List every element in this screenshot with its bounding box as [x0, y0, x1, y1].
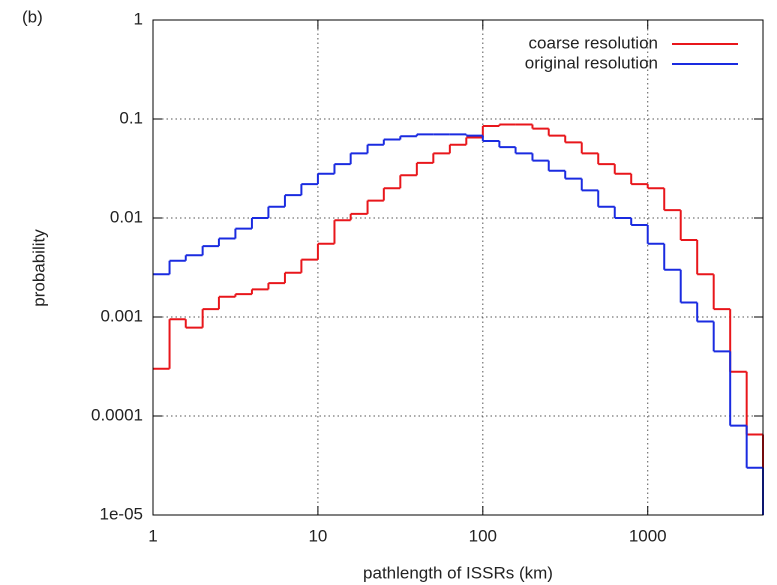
- y-tick-label: 0.0001: [91, 405, 143, 424]
- y-tick-label: 0.1: [119, 108, 143, 127]
- x-tick-label: 1000: [629, 526, 667, 545]
- x-axis-label: pathlength of ISSRs (km): [363, 563, 553, 582]
- panel-label: (b): [22, 7, 43, 26]
- legend-label: original resolution: [525, 53, 658, 72]
- y-tick-label: 1e-05: [100, 504, 143, 523]
- plot-frame: [152, 19, 764, 516]
- y-tick-label: 1: [134, 9, 143, 28]
- x-tick-label: 1: [148, 526, 157, 545]
- x-tick-label: 100: [469, 526, 497, 545]
- y-tick-label: 0.001: [100, 306, 143, 325]
- x-tick-label: 10: [308, 526, 327, 545]
- y-tick-label: 0.01: [110, 207, 143, 226]
- legend-label: coarse resolution: [529, 33, 658, 52]
- y-axis-label: probability: [29, 229, 48, 307]
